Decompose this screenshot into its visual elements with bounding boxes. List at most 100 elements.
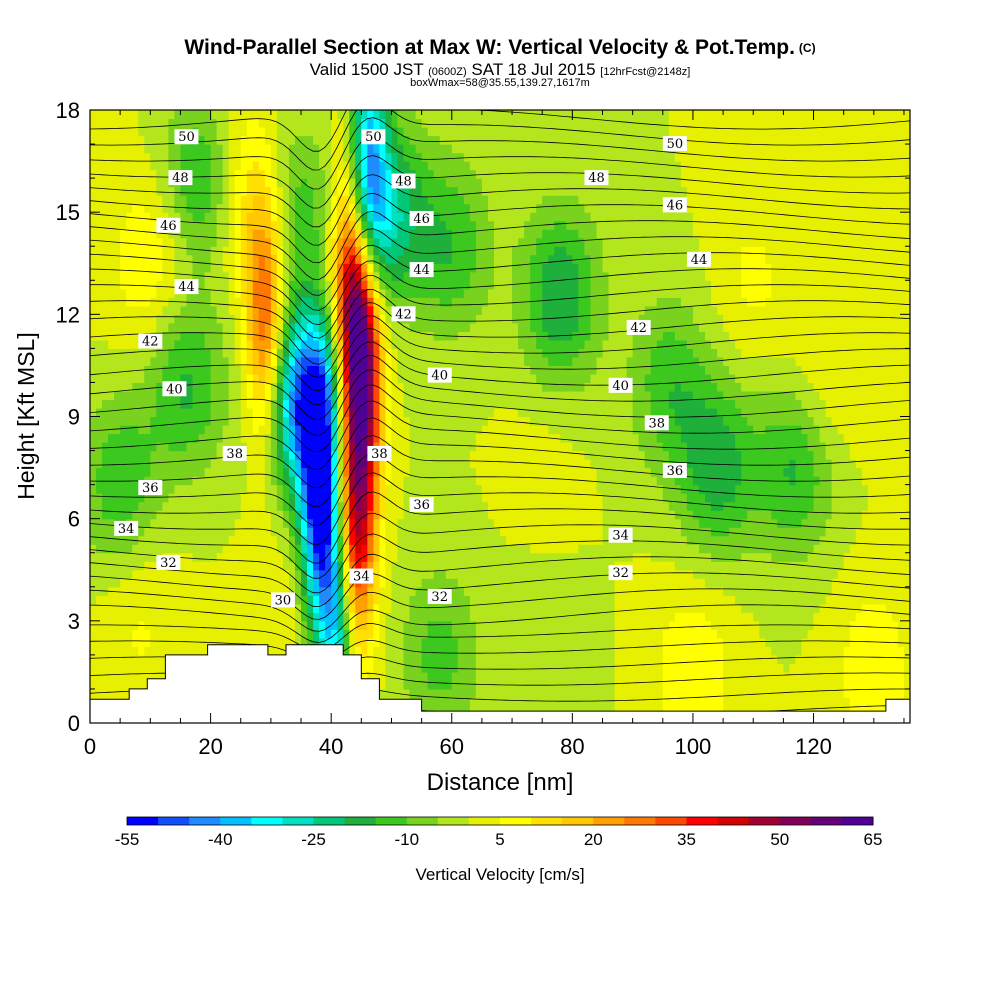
field-cell	[240, 407, 248, 418]
field-cell	[114, 425, 121, 435]
field-cell	[439, 654, 447, 664]
field-cell	[481, 586, 489, 596]
field-cell	[711, 433, 718, 443]
field-cell	[493, 442, 501, 452]
field-cell	[692, 603, 700, 613]
field-cell	[258, 407, 266, 418]
field-cell	[861, 697, 869, 707]
field-cell	[692, 688, 700, 699]
field-cell	[596, 535, 604, 545]
field-cell	[433, 442, 441, 452]
field-cell	[711, 450, 718, 460]
field-cell	[686, 671, 694, 682]
field-cell	[632, 663, 640, 673]
field-cell	[427, 637, 435, 647]
field-cell	[276, 501, 284, 511]
field-cell	[632, 646, 640, 656]
field-cell	[638, 561, 646, 571]
field-cell	[475, 510, 483, 520]
field-cell	[837, 680, 845, 690]
field-cell	[825, 595, 833, 605]
field-cell	[560, 654, 567, 664]
field-cell	[385, 484, 393, 494]
field-cell	[566, 527, 573, 537]
field-cell	[198, 407, 206, 418]
field-cell	[457, 476, 465, 486]
field-cell	[301, 476, 308, 486]
field-cell	[578, 501, 586, 511]
field-cell	[566, 467, 573, 477]
field-cell	[270, 467, 278, 477]
field-cell	[602, 697, 610, 707]
field-cell	[620, 450, 628, 460]
field-cell	[475, 637, 483, 647]
field-cell	[867, 510, 875, 520]
field-cell	[512, 544, 519, 554]
field-cell	[439, 450, 447, 460]
field-cell	[150, 450, 157, 460]
field-cell	[325, 518, 332, 528]
field-cell	[831, 535, 839, 545]
field-cell	[584, 671, 592, 682]
field-cell	[783, 535, 791, 545]
field-cell	[282, 450, 290, 460]
field-cell	[439, 612, 447, 622]
field-cell	[331, 578, 338, 588]
field-cell	[891, 450, 899, 460]
field-cell	[234, 620, 242, 630]
field-cell	[150, 501, 157, 511]
field-cell	[186, 467, 194, 477]
field-cell	[855, 510, 863, 520]
field-cell	[385, 620, 393, 630]
field-cell	[542, 586, 549, 596]
field-cell	[897, 688, 905, 699]
field-cell	[313, 407, 320, 418]
field-cell	[506, 629, 513, 639]
field-cell	[433, 578, 441, 588]
field-cell	[578, 637, 586, 647]
field-cell	[530, 518, 537, 528]
field-cell	[578, 510, 586, 520]
field-cell	[656, 629, 664, 639]
field-cell	[680, 612, 688, 622]
field-cell	[741, 671, 748, 682]
field-cell	[361, 586, 368, 596]
field-cell	[524, 697, 531, 707]
field-cell	[903, 671, 910, 682]
field-cell	[90, 578, 97, 588]
field-cell	[849, 527, 857, 537]
field-cell	[397, 552, 405, 562]
field-cell	[126, 425, 133, 435]
field-cell	[355, 552, 362, 562]
field-cell	[445, 637, 453, 647]
field-cell	[548, 518, 555, 528]
field-cell	[789, 527, 797, 537]
field-cell	[608, 510, 616, 520]
field-cell	[608, 467, 616, 477]
field-cell	[626, 612, 634, 622]
field-cell	[493, 544, 501, 554]
field-cell	[512, 425, 519, 435]
field-cell	[759, 705, 766, 716]
field-cell	[421, 680, 429, 690]
field-cell	[427, 535, 435, 545]
field-cell	[421, 552, 429, 562]
field-cell	[445, 442, 453, 452]
field-cell	[542, 527, 549, 537]
field-cell	[843, 484, 851, 494]
field-cell	[626, 484, 634, 494]
field-cell	[518, 433, 525, 443]
field-cell	[252, 527, 260, 537]
field-cell	[373, 671, 381, 682]
field-cell	[379, 663, 387, 673]
field-cell	[325, 544, 332, 554]
field-cell	[288, 578, 296, 588]
field-cell	[301, 595, 308, 605]
field-cell	[849, 671, 857, 682]
field-cell	[650, 612, 658, 622]
field-cell	[487, 663, 495, 673]
field-cell	[662, 535, 670, 545]
field-cell	[258, 510, 266, 520]
field-cell	[120, 688, 127, 699]
